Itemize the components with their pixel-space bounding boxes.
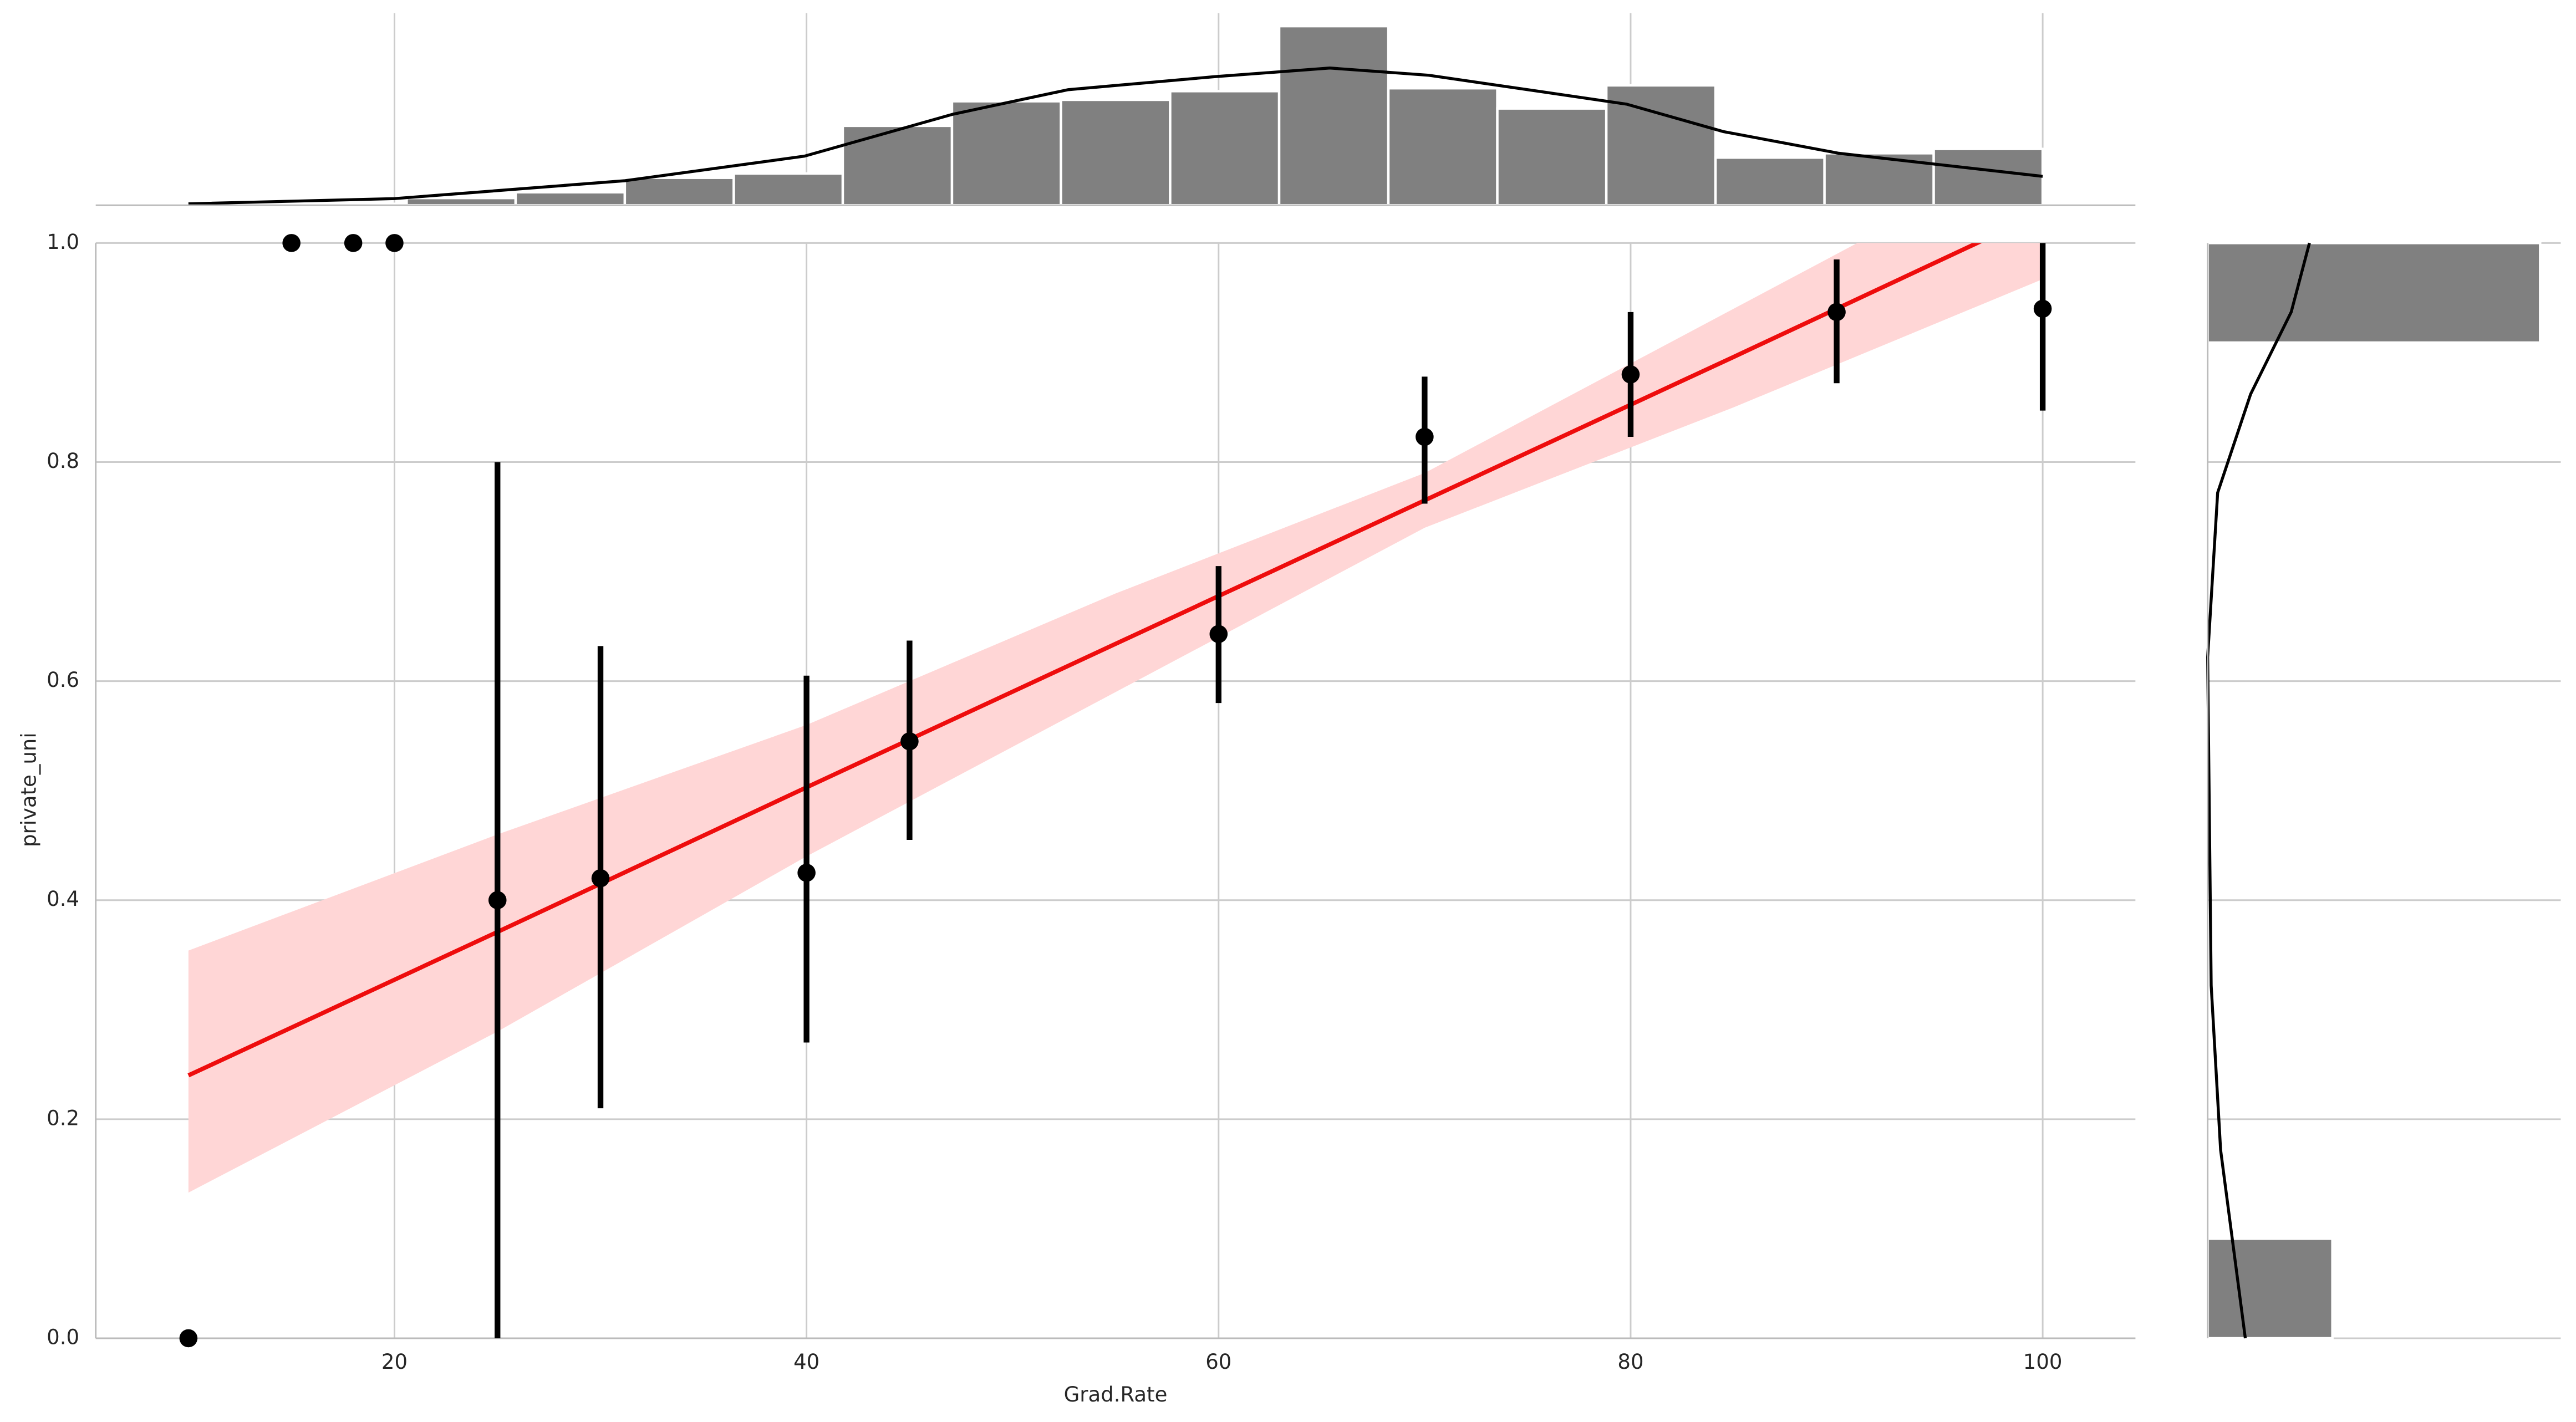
histogram-bar (405, 196, 517, 207)
y-tick-label: 0.6 (47, 668, 79, 692)
histogram-bar (1277, 24, 1390, 207)
point (344, 234, 363, 252)
kde-curve (188, 67, 2043, 206)
points (179, 234, 2052, 1348)
histogram-bar (732, 172, 844, 207)
x-tick-label: 60 (1205, 1350, 1231, 1374)
histogram-bar (1169, 90, 1281, 207)
y-tick-label: 0.0 (47, 1325, 79, 1349)
regression-line (187, 243, 1982, 1078)
point (1621, 365, 1640, 384)
histogram-bar (2206, 1237, 2334, 1340)
histogram-bar (1496, 107, 1608, 207)
point (591, 869, 610, 888)
histogram-bar (1605, 84, 1717, 207)
x-tick-label: 100 (2023, 1350, 2063, 1374)
point (1827, 303, 1846, 322)
histogram-bar (1060, 98, 1172, 207)
x-tick-label: 80 (1617, 1350, 1643, 1374)
y-tick-label: 0.4 (47, 887, 79, 911)
y-axis-label: private_uni (17, 732, 41, 847)
y-tick-label: 1.0 (47, 230, 79, 254)
confidence-band (188, 243, 2043, 1193)
histogram-bar (1932, 147, 2044, 207)
point (385, 234, 404, 252)
point (282, 234, 301, 252)
histogram-bar (1387, 86, 1499, 207)
y-tick-label: 0.2 (47, 1106, 79, 1130)
x-axis-label: Grad.Rate (1064, 1383, 1168, 1406)
histogram-bar (950, 100, 1062, 207)
x-tick-label: 20 (381, 1350, 408, 1374)
point (179, 1329, 198, 1348)
histogram-bar (1714, 156, 1826, 207)
point (2033, 299, 2052, 318)
histogram-bar (841, 124, 954, 207)
kde-curve (2206, 242, 2311, 1339)
point (1416, 427, 1434, 446)
point (797, 864, 816, 882)
histogram-bar (2206, 242, 2542, 344)
plot-area (187, 243, 2043, 1193)
y-tick-label: 0.8 (47, 449, 79, 473)
point (900, 732, 919, 751)
histogram-bar (514, 191, 627, 207)
histogram-bar (623, 176, 735, 207)
point (1209, 625, 1228, 643)
point (488, 891, 507, 910)
x-tick-label: 40 (793, 1350, 819, 1374)
